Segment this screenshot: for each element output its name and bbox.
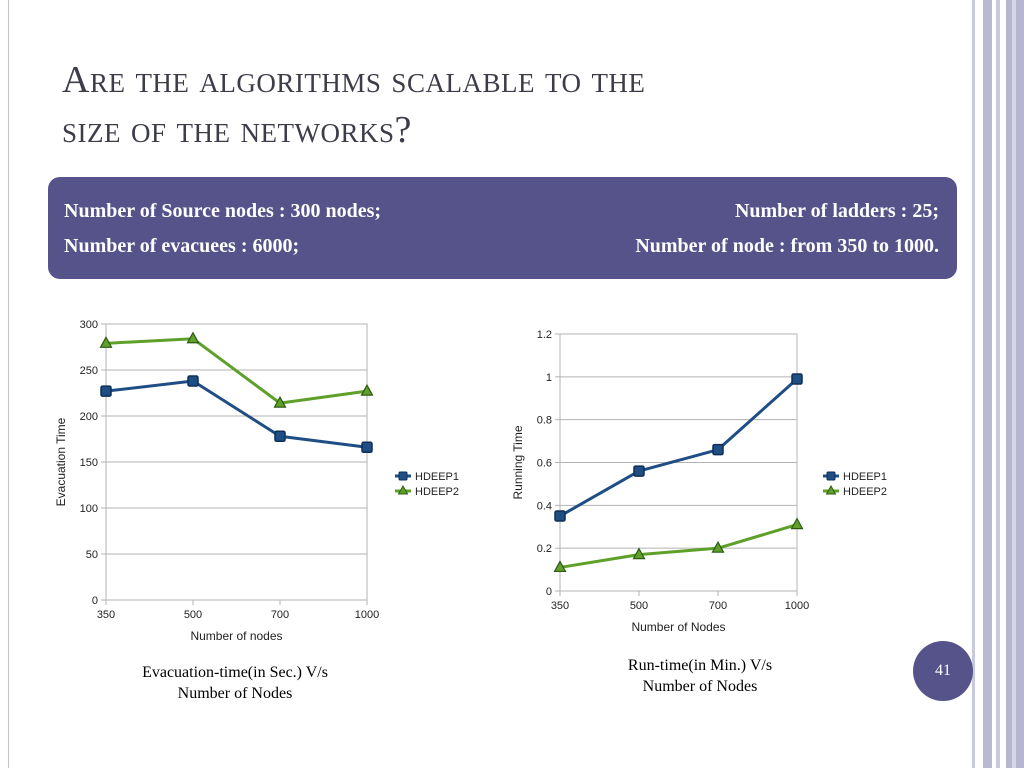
legend-label: HDEEP1 — [415, 471, 459, 483]
legend-marker — [398, 471, 408, 481]
decor-line — [8, 0, 9, 768]
x-tick-label: 700 — [709, 600, 727, 612]
data-point-hdeep1 — [100, 385, 112, 397]
source-nodes-text: Number of Source nodes : 300 nodes; — [64, 199, 382, 222]
legend-marker — [397, 484, 409, 495]
series-line-hdeep1 — [105, 379, 368, 449]
x-tick-label: 500 — [630, 600, 648, 612]
slide-title: Are the algorithms scalable to the size … — [62, 55, 942, 155]
legend-marker — [825, 484, 837, 495]
legend-marker — [826, 471, 836, 481]
y-tick-label: 0.2 — [537, 543, 552, 555]
info-row: Number of Source nodes : 300 nodes; Numb… — [64, 197, 939, 225]
caption-line: Run-time(in Min.) V/s — [627, 657, 773, 674]
x-tick-label: 1000 — [355, 609, 379, 621]
data-point-hdeep2 — [99, 336, 113, 348]
y-axis-label: Running Time — [511, 425, 525, 499]
y-tick-label: 0 — [546, 586, 552, 598]
series-line-hdeep1 — [559, 377, 799, 518]
y-axis-label: Evacuation Time — [54, 417, 68, 506]
legend-label: HDEEP2 — [415, 486, 459, 498]
slide-title-line: size of the networks? — [62, 109, 412, 151]
legend-label: HDEEP2 — [843, 486, 887, 498]
data-point-hdeep2 — [186, 331, 200, 344]
y-tick-label: 50 — [86, 549, 98, 561]
data-point-hdeep1 — [554, 510, 566, 522]
decor-strip — [972, 0, 975, 768]
chart2-caption: Run-time(in Min.) V/s Number of Nodes — [570, 655, 830, 697]
data-point-hdeep1 — [361, 441, 373, 454]
x-tick-label: 500 — [184, 609, 202, 621]
decor-strip — [1012, 0, 1016, 768]
caption-line: Number of Nodes — [642, 678, 758, 695]
ladders-text: Number of ladders : 25; — [734, 199, 939, 222]
y-tick-label: 0 — [92, 595, 98, 607]
y-tick-label: 250 — [80, 365, 98, 377]
x-axis-label: Number of Nodes — [631, 620, 725, 634]
y-tick-label: 150 — [80, 457, 98, 469]
data-point-hdeep2 — [360, 383, 374, 396]
y-tick-label: 0.4 — [537, 500, 552, 512]
data-point-hdeep2 — [553, 560, 567, 573]
x-tick-label: 700 — [271, 609, 289, 621]
evacuees-text: Number of evacuees : 6000; — [64, 234, 300, 257]
chart1-caption: Evacuation-time(in Sec.) V/s Number of N… — [105, 662, 365, 704]
info-box: Number of Source nodes : 300 nodes; Numb… — [48, 177, 957, 279]
data-point-hdeep1 — [791, 373, 803, 385]
caption-line: Evacuation-time(in Sec.) V/s — [142, 664, 328, 681]
nodes-text: Number of node : from 350 to 1000. — [635, 234, 939, 257]
y-tick-label: 1 — [546, 372, 552, 384]
series-line-hdeep2 — [105, 337, 368, 405]
y-tick-label: 300 — [80, 319, 98, 331]
legend-label: HDEEP1 — [843, 471, 887, 483]
running-time-chart: 0 0.2 0.4 0.6 0.8 1 1.2 350 500 700 1000 Number of … — [511, 329, 887, 634]
y-tick-label: 0.6 — [537, 458, 552, 470]
y-tick-label: 1.2 — [537, 329, 552, 341]
page-number-badge: 41 — [913, 641, 973, 701]
y-tick-label: 100 — [80, 503, 98, 515]
data-point-hdeep1 — [187, 375, 199, 387]
evacuation-time-chart: 0 50 100 150 200 250 300 350 500 700 1000 Number of… — [54, 319, 459, 643]
x-tick-label: 350 — [97, 609, 115, 621]
data-point-hdeep1 — [633, 465, 645, 477]
info-row: Number of evacuees : 6000; Number of nod… — [64, 232, 939, 260]
data-point-hdeep1 — [274, 430, 286, 442]
page-number: 41 — [935, 662, 951, 679]
y-tick-label: 200 — [80, 411, 98, 423]
slide-title-line: Are the algorithms scalable to the — [62, 59, 646, 101]
decor-strip — [983, 0, 992, 768]
y-tick-label: 0.8 — [537, 415, 552, 427]
data-point-hdeep1 — [712, 443, 724, 456]
caption-line: Number of Nodes — [177, 685, 293, 702]
x-axis-label: Number of nodes — [190, 629, 282, 643]
data-point-hdeep2 — [790, 517, 804, 530]
x-tick-label: 1000 — [785, 600, 809, 612]
data-point-hdeep2 — [711, 540, 725, 553]
data-point-hdeep2 — [632, 547, 646, 560]
decor-strip — [996, 0, 1000, 768]
series-line-hdeep2 — [559, 523, 798, 569]
data-point-hdeep2 — [273, 395, 287, 408]
x-tick-label: 350 — [551, 600, 569, 612]
